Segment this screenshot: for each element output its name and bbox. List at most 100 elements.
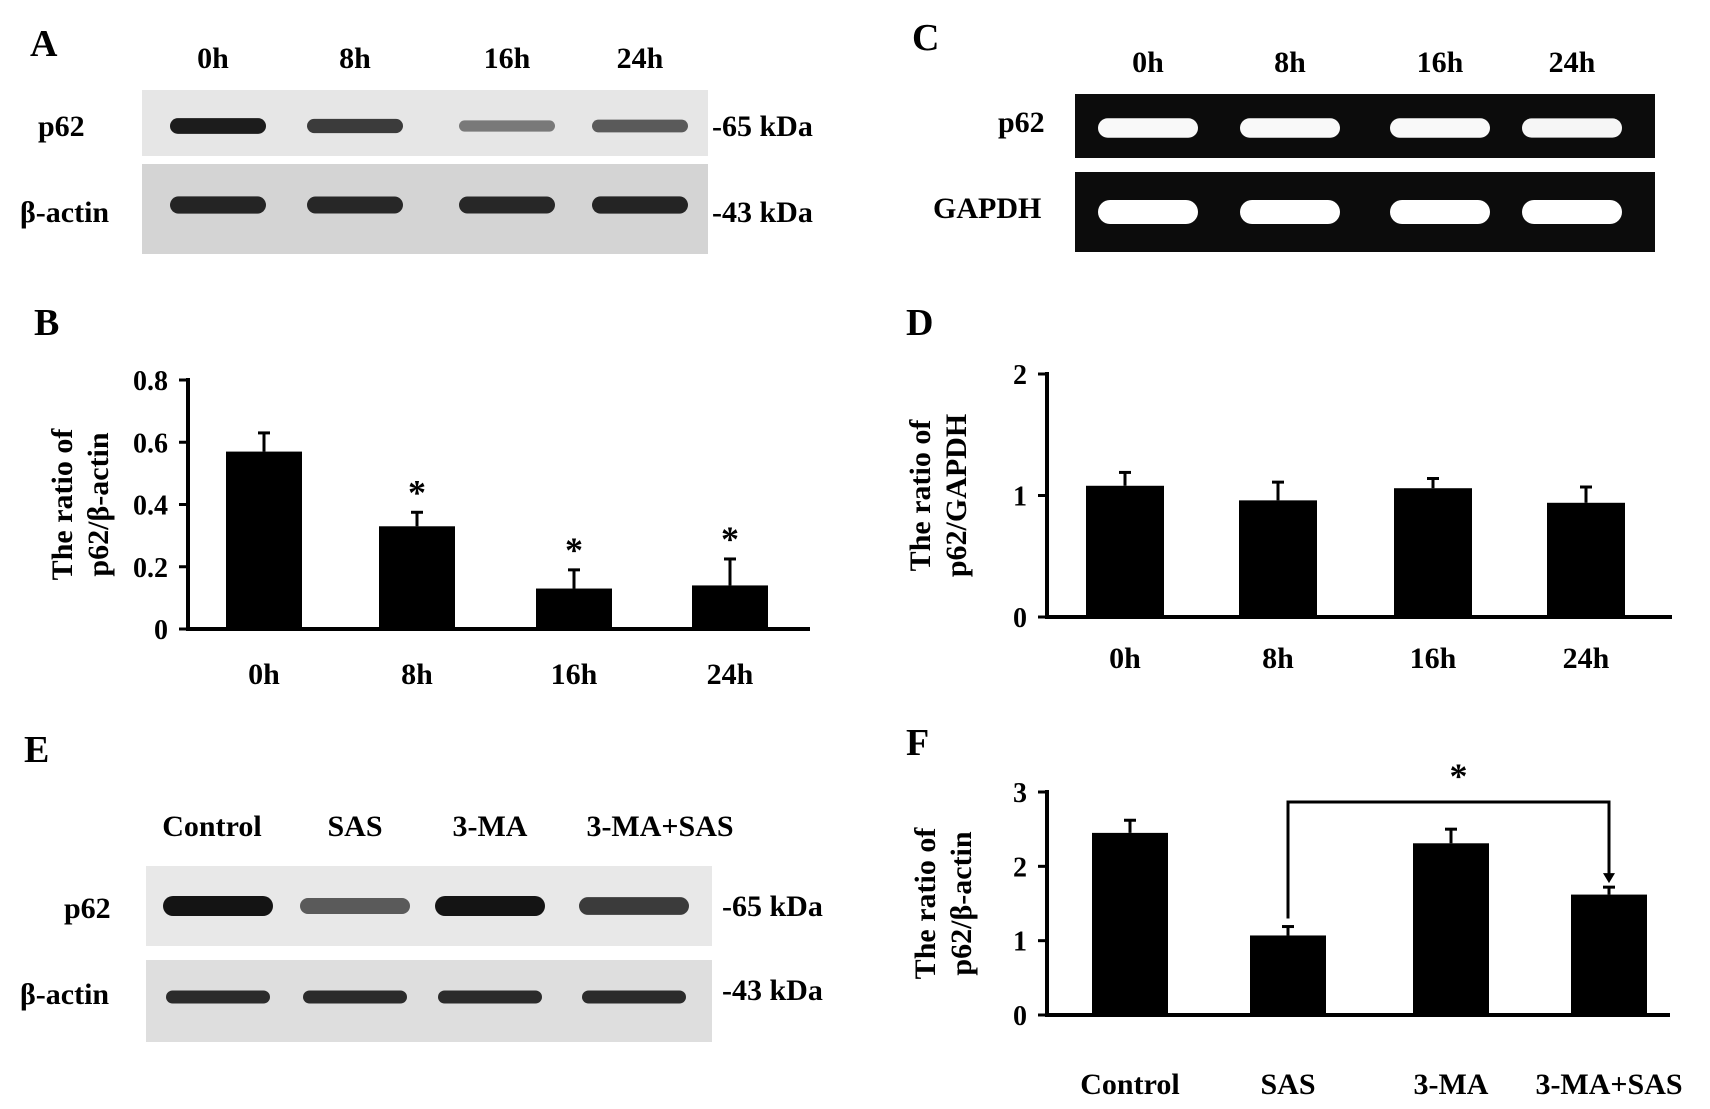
panel-a-lane-label: 0h xyxy=(197,42,229,75)
x-tick-label: 16h xyxy=(551,658,598,691)
panel-c-label: C xyxy=(912,17,939,59)
y-tick-label: 2 xyxy=(1013,852,1027,883)
y-tick-label: 0.8 xyxy=(133,366,168,397)
blot-band xyxy=(459,196,555,214)
y-tick-label: 0.2 xyxy=(133,553,168,584)
blot-band xyxy=(459,120,555,132)
panel-c-lane-label: 16h xyxy=(1417,46,1464,79)
blot-band xyxy=(592,196,688,214)
panel-a-lane-label: 8h xyxy=(339,42,371,75)
gel-band xyxy=(1098,118,1198,138)
panel-d: D 0 1 2 The ratio of p62/GAPDH 0h 8h 16h 24h xyxy=(904,302,1672,675)
bar xyxy=(379,526,455,629)
bar xyxy=(1547,502,1625,617)
x-tick-label: 24h xyxy=(1563,642,1610,675)
blot-band xyxy=(303,990,407,1004)
significance-marker: * xyxy=(721,519,739,559)
panel-c-row-label: p62 xyxy=(998,106,1045,139)
x-tick-label: SAS xyxy=(1260,1068,1315,1101)
y-tick-label: 0 xyxy=(154,615,168,646)
gel-band xyxy=(1522,200,1622,224)
bar xyxy=(1239,500,1317,617)
y-tick-label: 3 xyxy=(1013,778,1027,809)
y-tick-label: 1 xyxy=(1013,927,1027,958)
blot-band xyxy=(166,990,270,1004)
y-axis-label: The ratio of p62/β-actin xyxy=(46,428,115,581)
y-tick-label: 0.4 xyxy=(133,491,168,522)
panel-f-label: F xyxy=(906,722,929,764)
bar xyxy=(1250,935,1326,1015)
blot-band xyxy=(170,196,266,214)
panel-a-row-label: p62 xyxy=(38,110,85,143)
gel-band xyxy=(1390,200,1490,224)
x-tick-label: 8h xyxy=(1262,642,1294,675)
bar xyxy=(1086,485,1164,617)
x-tick-label: 0h xyxy=(248,658,280,691)
gel-band xyxy=(1240,200,1340,224)
blot-band xyxy=(435,896,545,916)
panel-e-size-marker: -43 kDa xyxy=(722,974,823,1007)
y-tick-label: 0 xyxy=(1013,603,1027,634)
panel-e-lane-label: 3-MA xyxy=(453,810,528,843)
y-axis-label: The ratio of p62/GAPDH xyxy=(904,414,973,577)
bar xyxy=(1413,843,1489,1015)
bar xyxy=(1394,488,1472,617)
x-tick-label: 24h xyxy=(707,658,754,691)
x-tick-label: 3-MA xyxy=(1414,1068,1489,1101)
panel-f: F 0 1 2 3 The ratio of p62/β-actin Control SAS 3… xyxy=(906,722,1683,1101)
blot-band xyxy=(170,118,266,134)
gel-band xyxy=(1240,118,1340,138)
bar xyxy=(1571,894,1647,1015)
panel-e-size-marker: -65 kDa xyxy=(722,890,823,923)
significance-marker: * xyxy=(565,530,583,570)
panel-e-label: E xyxy=(24,729,49,771)
blot-band xyxy=(307,118,403,134)
significance-marker: * xyxy=(1450,756,1468,796)
bar xyxy=(536,588,612,629)
x-tick-label: 0h xyxy=(1109,642,1141,675)
y-tick-label: 0.6 xyxy=(133,428,168,459)
x-tick-label: Control xyxy=(1080,1068,1179,1101)
bar xyxy=(1092,832,1168,1015)
panel-e-lane-label: Control xyxy=(162,810,261,843)
panel-a-size-marker: -65 kDa xyxy=(712,110,813,143)
gel-band xyxy=(1522,118,1622,138)
panel-a-size-marker: -43 kDa xyxy=(712,196,813,229)
panel-a-row-label: β-actin xyxy=(20,196,109,229)
panel-e-row-label: β-actin xyxy=(20,978,109,1011)
gel-band xyxy=(1098,200,1198,224)
panel-e: E Control SAS 3-MA 3-MA+SAS p62 β-actin … xyxy=(20,729,823,1042)
blot-band xyxy=(592,119,688,133)
panel-c: C 0h 8h 16h 24h p62 GAPDH xyxy=(912,17,1655,252)
blot-band xyxy=(307,196,403,214)
panel-a-lane-label: 24h xyxy=(617,42,664,75)
panel-c-lane-label: 8h xyxy=(1274,46,1306,79)
panel-d-label: D xyxy=(906,302,933,344)
panel-c-lane-label: 24h xyxy=(1549,46,1596,79)
panel-e-lane-label: SAS xyxy=(327,810,382,843)
panel-e-lane-label: 3-MA+SAS xyxy=(586,810,733,843)
blot-band xyxy=(163,896,273,916)
panel-b-label: B xyxy=(34,302,59,344)
bracket-arrow xyxy=(1603,873,1615,884)
significance-marker: * xyxy=(408,472,426,512)
y-tick-label: 2 xyxy=(1013,360,1027,391)
gel-band xyxy=(1390,118,1490,138)
panel-a-lane-label: 16h xyxy=(484,42,531,75)
panel-a-label: A xyxy=(30,23,58,65)
panel-b: B 0 0.2 0.4 0.6 0.8 The ratio of p62/β-actin 0h… xyxy=(34,302,810,691)
panel-c-row-label: GAPDH xyxy=(933,192,1041,225)
blot-band xyxy=(582,990,686,1004)
panel-c-lane-label: 0h xyxy=(1132,46,1164,79)
x-tick-label: 3-MA+SAS xyxy=(1535,1068,1682,1101)
x-tick-label: 16h xyxy=(1410,642,1457,675)
y-tick-label: 0 xyxy=(1013,1001,1027,1032)
blot-band xyxy=(300,898,410,914)
bar xyxy=(692,585,768,629)
bar xyxy=(226,451,302,629)
blot-band xyxy=(579,897,689,915)
x-tick-label: 8h xyxy=(401,658,433,691)
y-axis-label: The ratio of p62/β-actin xyxy=(909,827,978,980)
panel-e-row-label: p62 xyxy=(64,892,111,925)
